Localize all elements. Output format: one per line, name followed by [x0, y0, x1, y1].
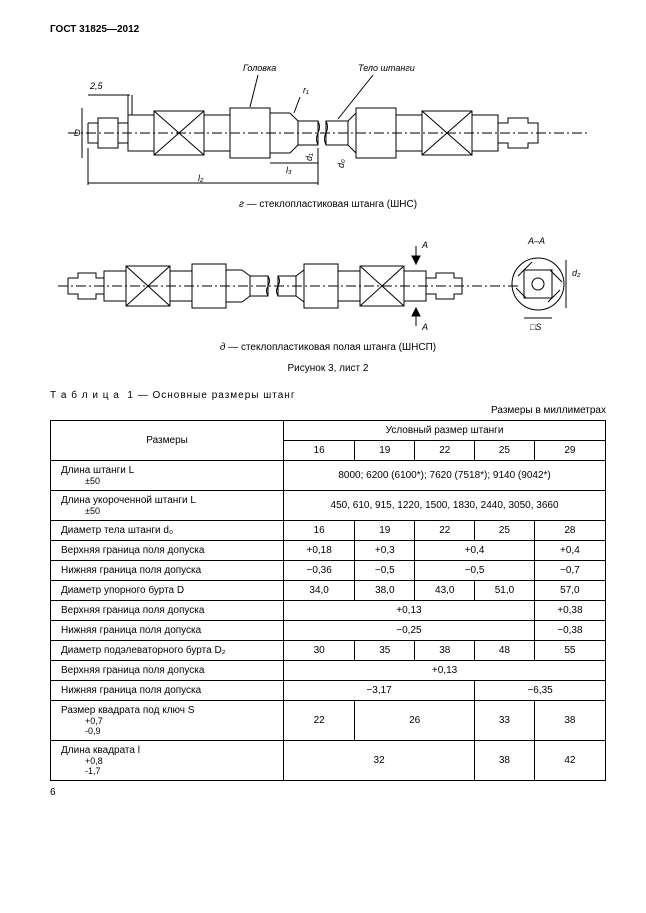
row-D2: Диаметр подэлеваторного бурта D₂	[51, 641, 284, 661]
th-size-29: 29	[534, 441, 605, 461]
row-lower-d0: Нижняя граница поля допуска	[51, 561, 284, 581]
figure-g: Головка Тело штанги r₁ 2,5 D d₁ d₀	[50, 53, 606, 210]
val-length-short-L: 450, 610, 915, 1220, 1500, 1830, 2440, 3…	[284, 491, 606, 521]
dim-S: □S	[530, 322, 541, 332]
row-upper-D: Верхняя граница поля допуска	[51, 601, 284, 621]
label-A-top: A	[421, 240, 428, 250]
units-note: Размеры в миллиметрах	[50, 405, 606, 416]
figure-d: A A А–А d₂ □S д — стеклопластиковая пола…	[50, 226, 606, 374]
th-dimensions: Размеры	[51, 421, 284, 461]
row-D: Диаметр упорного бурта D	[51, 581, 284, 601]
row-S: Размер квадрата под ключ S +0,7 -0,9	[51, 701, 284, 741]
row-l: Длина квадрата l +0,8 -1,7	[51, 741, 284, 781]
label-golovka: Головка	[243, 63, 276, 73]
section-title: А–А	[527, 236, 545, 246]
document-header: ГОСТ 31825—2012	[50, 24, 606, 35]
dim-r1: r₁	[303, 85, 309, 95]
dimensions-table: Размеры Условный размер штанги 16 19 22 …	[50, 420, 606, 781]
th-group: Условный размер штанги	[284, 421, 606, 441]
page-number: 6	[50, 787, 606, 798]
table-title: Т а б л и ц а 1 — Основные размеры штанг	[50, 390, 606, 401]
th-size-22: 22	[415, 441, 475, 461]
fig-d-caption: — стеклопластиковая полая штанга (ШНСП)	[228, 342, 436, 353]
th-size-25: 25	[475, 441, 535, 461]
figure-ref: Рисунок 3, лист 2	[50, 363, 606, 374]
row-upper-d0: Верхняя граница поля допуска	[51, 541, 284, 561]
val-length-L: 8000; 6200 (6100*); 7620 (7518*); 9140 (…	[284, 461, 606, 491]
dim-d0: d₀	[336, 159, 346, 168]
row-d0: Диаметр тела штанги d₀	[51, 521, 284, 541]
row-lower-D2: Нижняя граница поля допуска	[51, 681, 284, 701]
row-length-short-L: Длина укороченной штанги L ±50	[51, 491, 284, 521]
th-size-16: 16	[284, 441, 355, 461]
dim-D: D	[74, 128, 81, 138]
row-upper-D2: Верхняя граница поля допуска	[51, 661, 284, 681]
row-lower-D: Нижняя граница поля допуска	[51, 621, 284, 641]
row-length-L: Длина штанги L ±50	[51, 461, 284, 491]
dim-l2: l₂	[198, 173, 204, 183]
dim-d2: d₂	[572, 268, 581, 278]
th-size-19: 19	[355, 441, 415, 461]
dim-d1: d₁	[304, 153, 314, 161]
label-telo: Тело штанги	[358, 63, 415, 73]
fig-d-letter: д	[220, 342, 226, 353]
dim-l3: l₃	[286, 165, 292, 175]
fig-g-letter: г	[239, 199, 244, 210]
dim-25: 2,5	[89, 81, 104, 91]
fig-g-caption: — стеклопластиковая штанга (ШНС)	[247, 199, 417, 210]
label-A-bot: A	[421, 322, 428, 332]
